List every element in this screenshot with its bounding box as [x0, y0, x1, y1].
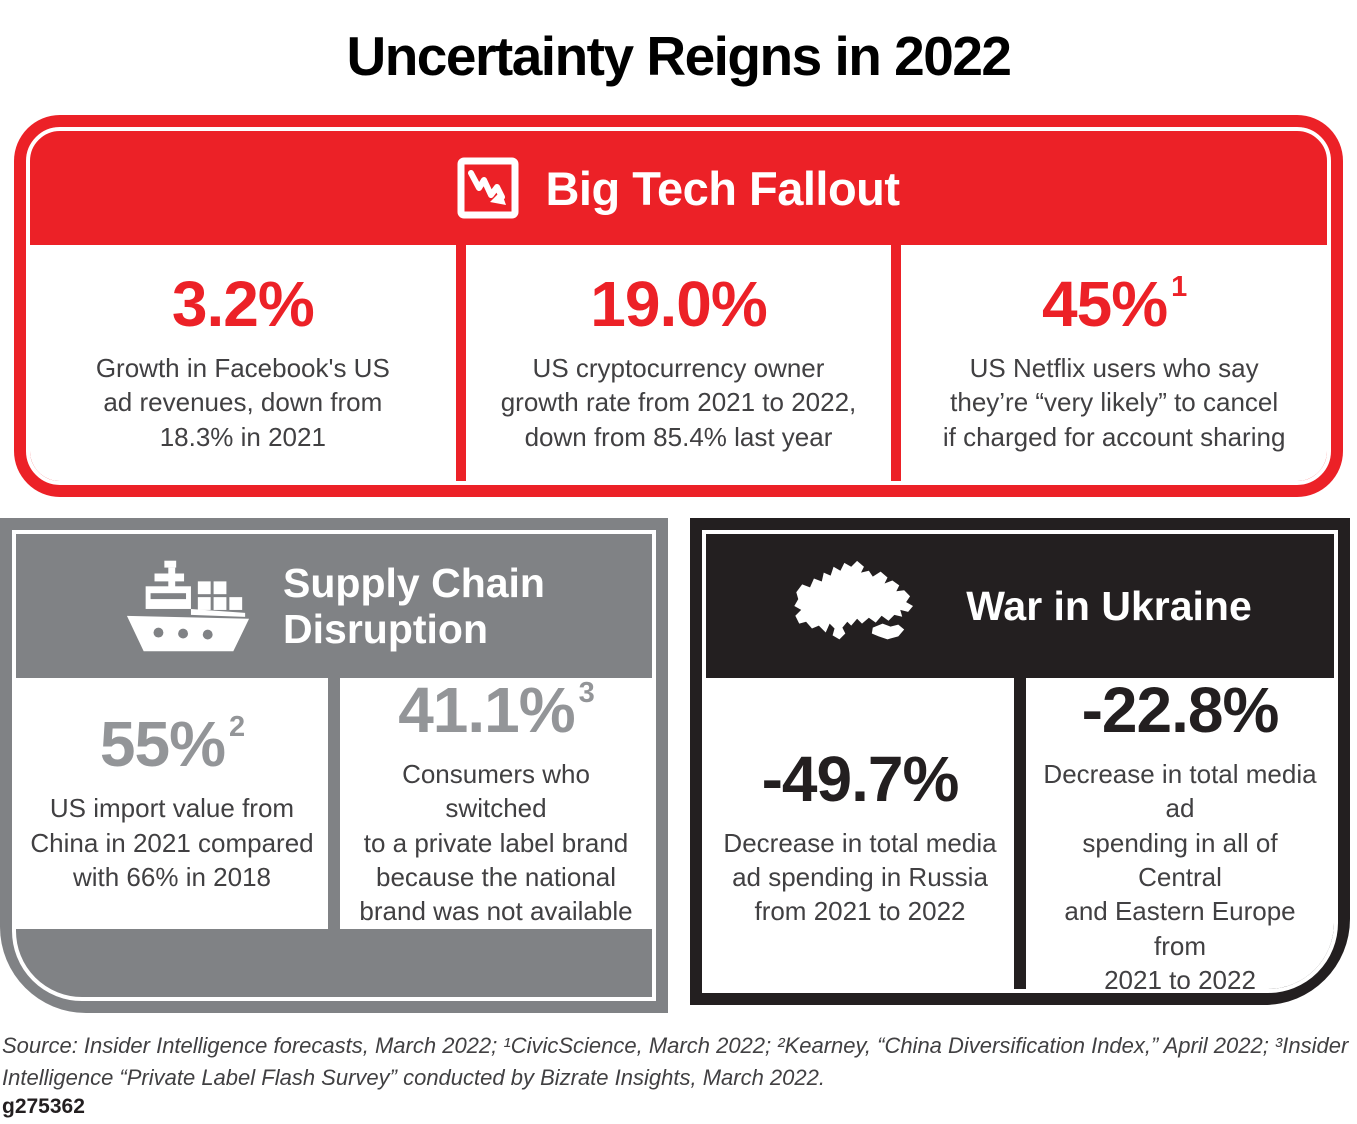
footnote-marker: 2: [228, 711, 245, 744]
stat-card: 19.0% US cryptocurrency owner growth rat…: [465, 245, 892, 481]
ukraine-map-icon: [788, 555, 936, 657]
stat-value: 19.0%: [590, 268, 767, 341]
footnote-marker: 1: [1171, 271, 1187, 304]
source-note: Source: Insider Intelligence forecasts, …: [2, 1033, 1349, 1091]
big-tech-title: Big Tech Fallout: [545, 161, 900, 215]
stat-caption: US cryptocurrency owner growth rate from…: [500, 353, 857, 452]
war-ukraine-inner-frame: War in Ukraine -49.7% Decrease in total …: [702, 530, 1338, 993]
stat-value: 3.2%: [171, 268, 315, 341]
supply-chain-title: Supply Chain Disruption: [283, 559, 545, 652]
stat-caption: Consumers who switched to a private labe…: [359, 759, 633, 927]
stat-value: 55% 2: [99, 708, 245, 781]
stat-card: 3.2% Growth in Facebook's US ad revenues…: [30, 245, 456, 481]
footnote-marker: 3: [578, 677, 595, 709]
war-ukraine-header: War in Ukraine: [706, 534, 1334, 678]
stat-caption: Decrease in total media ad spending in R…: [723, 827, 997, 927]
stat-value: 41.1% 3: [398, 674, 595, 746]
big-tech-header: Big Tech Fallout: [30, 131, 1327, 245]
stat-value: -49.7%: [761, 742, 960, 815]
supply-chain-cards: 55% 2 US import value from China in 2021 …: [16, 678, 652, 929]
big-tech-inner-frame: Big Tech Fallout 3.2% Growth in Facebook…: [26, 127, 1331, 485]
stat-card: -22.8% Decrease in total media ad spendi…: [1026, 674, 1334, 993]
stat-card: -49.7% Decrease in total media ad spendi…: [706, 678, 1014, 989]
supply-chain-inner-frame: Supply Chain Disruption 55% 2 US import v…: [12, 530, 656, 1001]
stat-caption: US Netflix users who say they’re “very l…: [942, 353, 1286, 452]
war-ukraine-cards: -49.7% Decrease in total media ad spendi…: [706, 678, 1334, 989]
war-ukraine-panel: War in Ukraine -49.7% Decrease in total …: [690, 518, 1350, 1005]
declining-chart-icon: [457, 156, 519, 220]
stat-value: 45% 1: [1042, 268, 1187, 341]
stat-card: 45% 1 US Netflix users who say they’re “v…: [901, 245, 1327, 481]
stat-value: -22.8%: [1081, 674, 1280, 746]
big-tech-cards: 3.2% Growth in Facebook's US ad revenues…: [30, 245, 1327, 481]
cargo-ship-icon: [123, 556, 253, 656]
page-title: Uncertainty Reigns in 2022: [346, 25, 1012, 87]
graphic-id: g275362: [2, 1095, 85, 1118]
stat-caption: Growth in Facebook's US ad revenues, dow…: [95, 353, 390, 452]
stat-card: 55% 2 US import value from China in 2021 …: [16, 678, 328, 929]
stat-caption: Decrease in total media ad spending in a…: [1043, 759, 1317, 993]
war-ukraine-title: War in Ukraine: [966, 582, 1252, 629]
big-tech-panel: Big Tech Fallout 3.2% Growth in Facebook…: [14, 115, 1343, 497]
stat-caption: US import value from China in 2021 compa…: [30, 793, 314, 892]
stat-card: 41.1% 3 Consumers who switched to a priva…: [340, 678, 652, 929]
supply-chain-header: Supply Chain Disruption: [16, 534, 652, 678]
supply-chain-panel: Supply Chain Disruption 55% 2 US import v…: [0, 518, 668, 1013]
